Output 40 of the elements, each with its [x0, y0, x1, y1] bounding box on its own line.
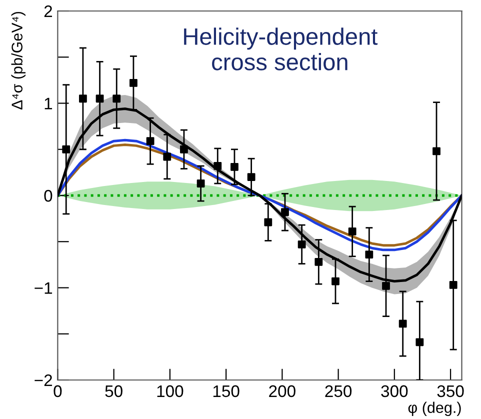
x-tick-label: 200 — [269, 385, 296, 398]
y-tick-label: 1 — [44, 98, 52, 110]
y-axis-title: Δ⁴σ (pb/GeV⁴) — [11, 12, 26, 110]
y-tick-label: −2 — [34, 374, 52, 386]
point — [230, 162, 238, 171]
point — [112, 94, 121, 103]
point — [214, 162, 222, 170]
x-axis-title: φ (deg.) — [408, 402, 461, 416]
point — [382, 282, 390, 290]
x-tick-label: 0 — [54, 385, 62, 398]
point — [298, 240, 306, 248]
text: Helicity-dependent cross section — [184, 28, 378, 70]
point — [314, 258, 323, 266]
point — [130, 79, 138, 87]
point — [348, 228, 356, 236]
x-tick-label: 100 — [157, 385, 184, 398]
x-tick-label: 250 — [325, 385, 352, 398]
x-tick-label: 150 — [213, 385, 240, 398]
point — [146, 137, 154, 146]
point — [416, 338, 424, 346]
point — [196, 180, 205, 188]
point — [180, 145, 188, 154]
y-tick-label: 0 — [44, 190, 52, 202]
point — [365, 250, 374, 258]
point — [449, 281, 458, 289]
point — [79, 94, 87, 103]
point — [398, 320, 407, 328]
point — [96, 94, 104, 103]
point — [332, 277, 340, 286]
point — [264, 218, 272, 226]
point — [62, 145, 70, 154]
y-tick-label: −1 — [34, 282, 52, 294]
point — [432, 147, 440, 156]
x-tick-label: 50 — [105, 385, 122, 398]
y-tick-label: 2 — [44, 5, 52, 18]
x-tick-label: 350 — [437, 385, 464, 398]
point — [281, 208, 289, 216]
x-tick-label: 300 — [381, 385, 408, 398]
point — [247, 173, 256, 181]
point — [163, 152, 172, 161]
